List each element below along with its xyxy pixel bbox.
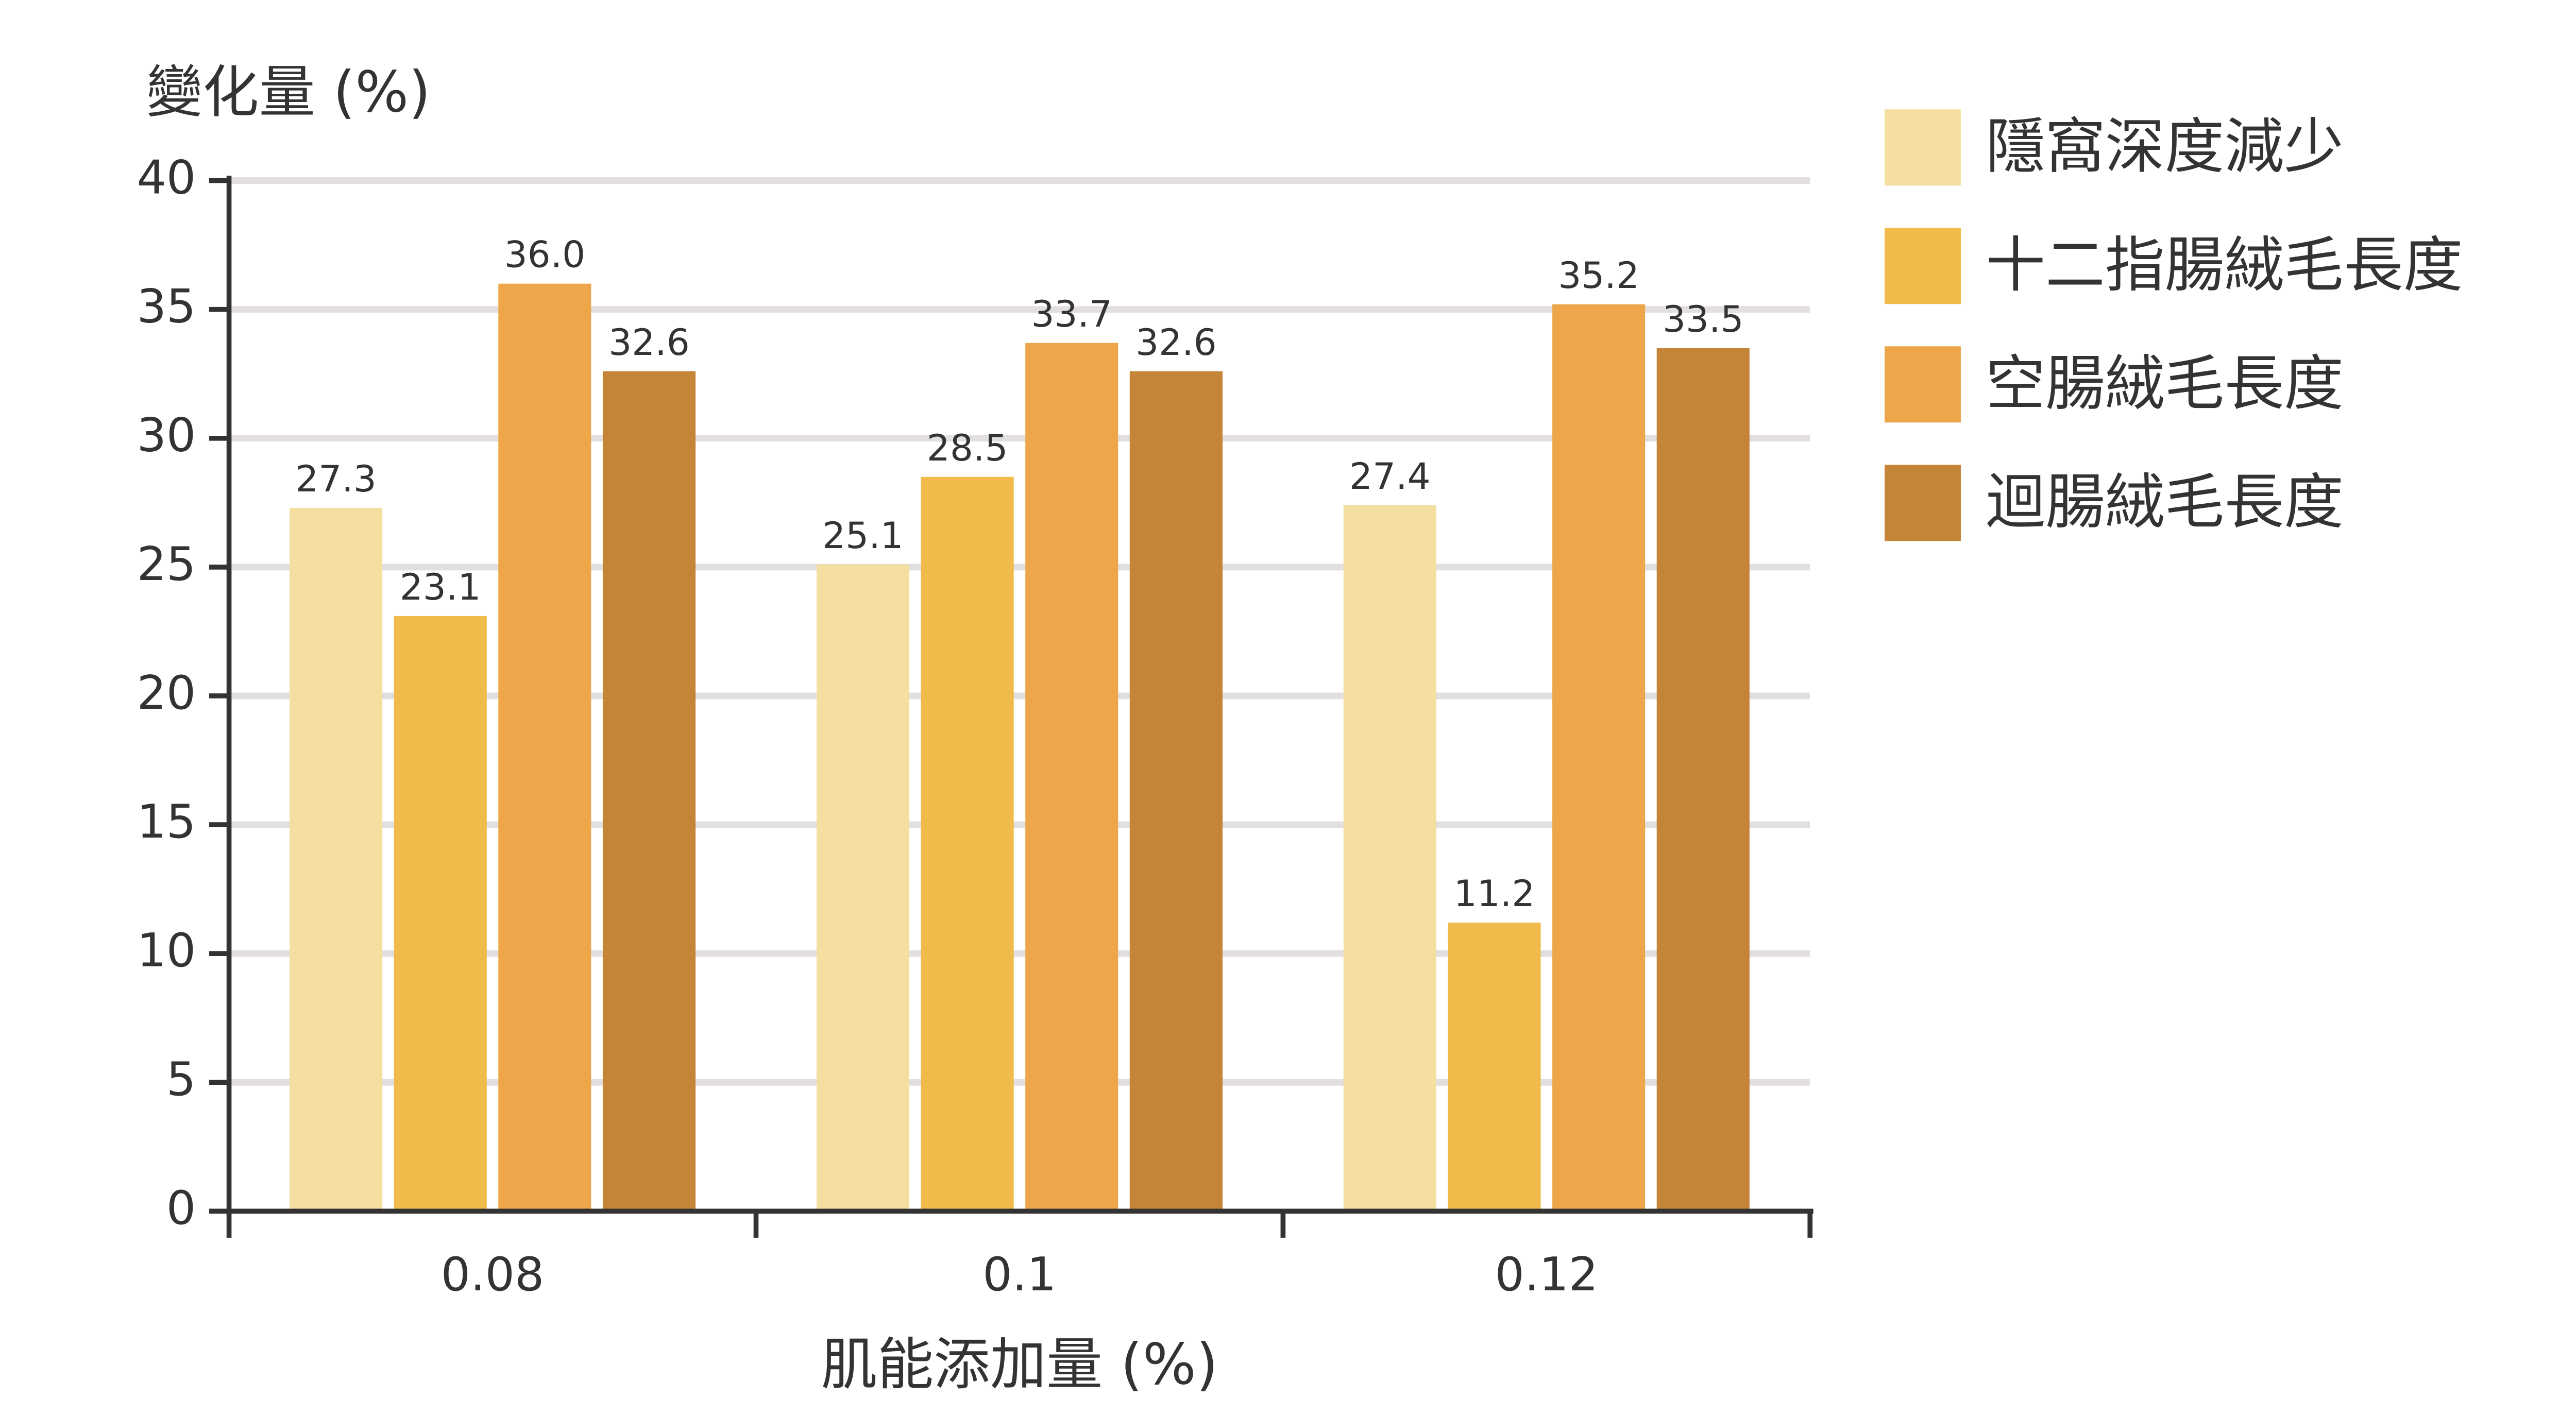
data-label: 25.1 (822, 514, 904, 557)
bar (498, 283, 591, 1212)
data-label: 11.2 (1454, 872, 1535, 915)
y-tick-label: 25 (137, 537, 196, 591)
bar (602, 371, 696, 1212)
legend-swatch (1884, 465, 1961, 541)
legend-swatch (1884, 228, 1961, 304)
legend-label: 隱窩深度減少 (1986, 112, 2344, 181)
data-label: 32.6 (608, 321, 690, 364)
y-axis-title: 變化量 (%) (146, 59, 431, 125)
bar (1656, 348, 1750, 1212)
bar (289, 507, 383, 1212)
data-label: 36.0 (504, 233, 586, 276)
bar (1025, 343, 1118, 1212)
legend-swatch (1884, 346, 1961, 423)
bar (816, 564, 910, 1212)
y-tick-label: 10 (137, 924, 196, 978)
data-label: 33.5 (1663, 298, 1744, 340)
bar (1129, 371, 1223, 1212)
y-tick-label: 0 (166, 1181, 196, 1235)
y-tick-label: 5 (166, 1052, 196, 1106)
legend-label: 迴腸絨毛長度 (1986, 468, 2344, 537)
bar (1448, 923, 1541, 1212)
bar (1552, 304, 1646, 1212)
data-label: 27.4 (1349, 455, 1431, 498)
data-label: 33.7 (1031, 293, 1112, 335)
legend-label: 十二指腸絨毛長度 (1986, 231, 2463, 300)
bar (1343, 505, 1436, 1212)
y-tick-label: 35 (137, 280, 196, 334)
y-tick-label: 20 (137, 666, 196, 720)
data-label: 32.6 (1136, 321, 1217, 364)
data-label: 23.1 (400, 566, 481, 608)
data-label: 28.5 (927, 427, 1008, 469)
x-tick-label: 0.08 (441, 1248, 545, 1302)
y-tick-label: 30 (137, 408, 196, 463)
legend-swatch (1884, 109, 1961, 186)
y-tick-label: 15 (137, 795, 196, 849)
x-tick-label: 0.12 (1495, 1248, 1598, 1302)
data-label: 35.2 (1558, 254, 1639, 297)
y-tick-label: 40 (137, 151, 196, 205)
x-tick-label: 0.1 (982, 1248, 1056, 1302)
bar (394, 616, 487, 1212)
legend-label: 空腸絨毛長度 (1986, 349, 2344, 418)
data-label: 27.3 (295, 457, 377, 500)
bar (921, 476, 1014, 1212)
x-axis-title: 肌能添加量 (%) (821, 1332, 1218, 1397)
